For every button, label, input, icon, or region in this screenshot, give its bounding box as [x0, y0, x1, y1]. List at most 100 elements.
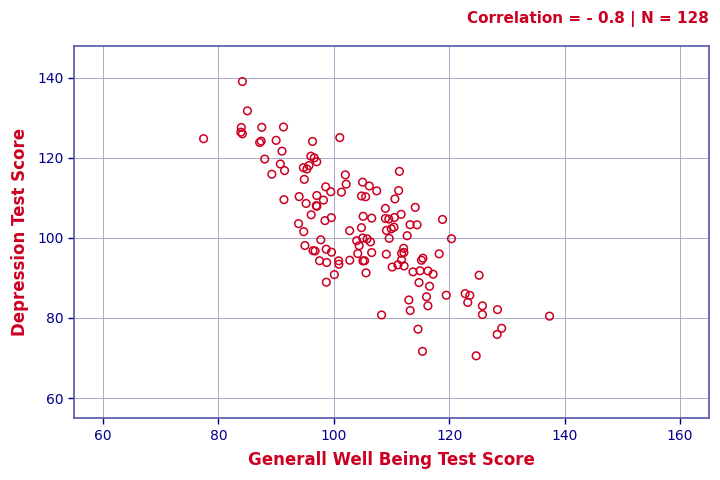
Point [333, 257, 344, 264]
Point [352, 250, 364, 257]
Point [325, 248, 337, 256]
Point [315, 236, 327, 244]
Point [396, 250, 408, 257]
Point [256, 137, 267, 145]
Point [398, 249, 410, 256]
Point [371, 187, 382, 195]
Point [385, 225, 397, 233]
Point [366, 249, 377, 256]
Point [344, 256, 356, 264]
Point [235, 128, 247, 136]
Point [308, 154, 320, 162]
Point [411, 221, 423, 228]
Point [415, 256, 427, 264]
Point [259, 155, 271, 163]
Point [394, 168, 405, 175]
Point [237, 130, 248, 138]
Point [389, 214, 400, 221]
Point [320, 278, 332, 286]
Point [376, 311, 387, 319]
Point [360, 193, 372, 201]
Point [398, 262, 410, 270]
Point [325, 214, 337, 221]
Point [311, 203, 323, 210]
Point [544, 312, 555, 320]
Point [492, 306, 503, 313]
Point [356, 224, 367, 231]
Point [413, 325, 424, 333]
Point [422, 267, 433, 275]
Point [299, 176, 310, 183]
Point [403, 296, 415, 304]
Point [357, 178, 369, 186]
Point [357, 257, 369, 265]
Point [408, 268, 419, 276]
Point [319, 217, 330, 225]
Point [237, 78, 248, 85]
Point [470, 352, 482, 360]
Point [307, 247, 319, 254]
Point [357, 213, 369, 220]
Point [307, 138, 318, 145]
Point [359, 257, 370, 264]
Point [410, 204, 421, 211]
Point [310, 202, 322, 209]
Point [278, 123, 289, 131]
Point [344, 227, 356, 235]
Point [328, 271, 340, 278]
Point [491, 331, 503, 338]
Point [441, 291, 452, 299]
Point [293, 220, 305, 228]
Point [299, 242, 310, 250]
Point [392, 261, 404, 269]
Point [361, 235, 373, 243]
Point [387, 263, 398, 271]
Point [320, 245, 332, 253]
Text: Correlation = - 0.8 | N = 128: Correlation = - 0.8 | N = 128 [467, 11, 709, 27]
Point [198, 135, 210, 143]
Point [389, 195, 400, 203]
Point [303, 162, 315, 169]
Point [271, 136, 282, 144]
Point [395, 211, 407, 218]
Point [364, 182, 375, 190]
Point [477, 302, 488, 310]
Point [477, 311, 488, 318]
Y-axis label: Depression Test Score: Depression Test Score [11, 128, 29, 336]
Point [314, 257, 325, 264]
Point [360, 269, 372, 276]
Point [446, 235, 457, 242]
Point [496, 324, 508, 332]
Point [381, 227, 392, 234]
Point [266, 170, 278, 178]
Point [341, 180, 352, 188]
Point [405, 307, 416, 314]
Point [462, 299, 474, 306]
Point [365, 238, 377, 246]
Point [311, 158, 323, 166]
Point [293, 193, 305, 201]
Point [351, 237, 362, 244]
Point [242, 107, 253, 115]
Point [413, 279, 425, 287]
Point [396, 256, 408, 264]
Point [274, 160, 286, 168]
Point [393, 187, 405, 194]
Point [464, 291, 476, 299]
Point [254, 139, 266, 146]
Point [420, 293, 432, 300]
Point [310, 247, 321, 255]
Point [398, 244, 410, 252]
Point [321, 259, 333, 266]
Point [336, 188, 347, 196]
Point [256, 123, 268, 131]
Point [417, 254, 428, 262]
Point [379, 215, 391, 222]
Point [433, 250, 445, 258]
Point [388, 223, 400, 231]
Point [235, 124, 247, 132]
Point [459, 290, 471, 298]
Point [428, 270, 439, 278]
Point [276, 147, 288, 155]
Point [320, 183, 331, 191]
